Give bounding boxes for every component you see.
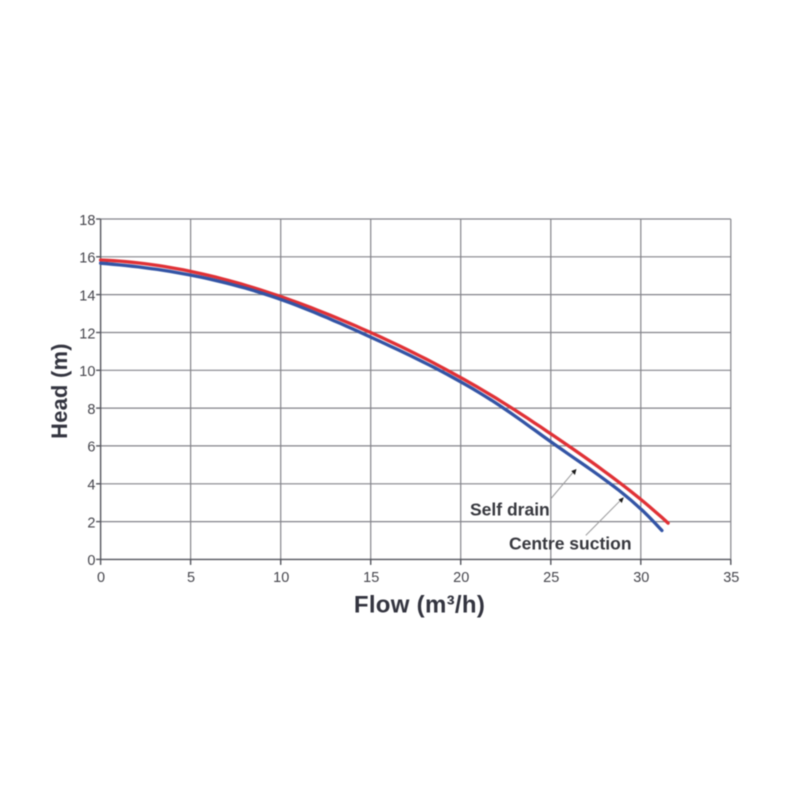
svg-text:0: 0 — [87, 553, 95, 569]
svg-text:2: 2 — [87, 515, 95, 531]
svg-text:12: 12 — [79, 326, 95, 342]
svg-text:0: 0 — [97, 570, 105, 586]
svg-text:5: 5 — [187, 570, 195, 586]
svg-text:8: 8 — [87, 402, 95, 418]
svg-text:10: 10 — [79, 364, 95, 380]
svg-text:Centre suction: Centre suction — [509, 534, 632, 554]
svg-text:Self drain: Self drain — [470, 500, 550, 520]
svg-text:18: 18 — [79, 213, 95, 229]
svg-text:25: 25 — [543, 570, 559, 586]
svg-text:10: 10 — [273, 570, 289, 586]
svg-text:4: 4 — [87, 478, 95, 494]
svg-text:14: 14 — [79, 288, 95, 304]
svg-text:30: 30 — [633, 570, 649, 586]
svg-text:Flow (m³/h): Flow (m³/h) — [354, 592, 485, 619]
svg-text:16: 16 — [79, 251, 95, 267]
svg-text:15: 15 — [363, 570, 379, 586]
svg-text:6: 6 — [87, 440, 95, 456]
svg-text:Head (m): Head (m) — [47, 343, 72, 439]
svg-text:20: 20 — [453, 570, 469, 586]
svg-text:35: 35 — [723, 570, 739, 586]
